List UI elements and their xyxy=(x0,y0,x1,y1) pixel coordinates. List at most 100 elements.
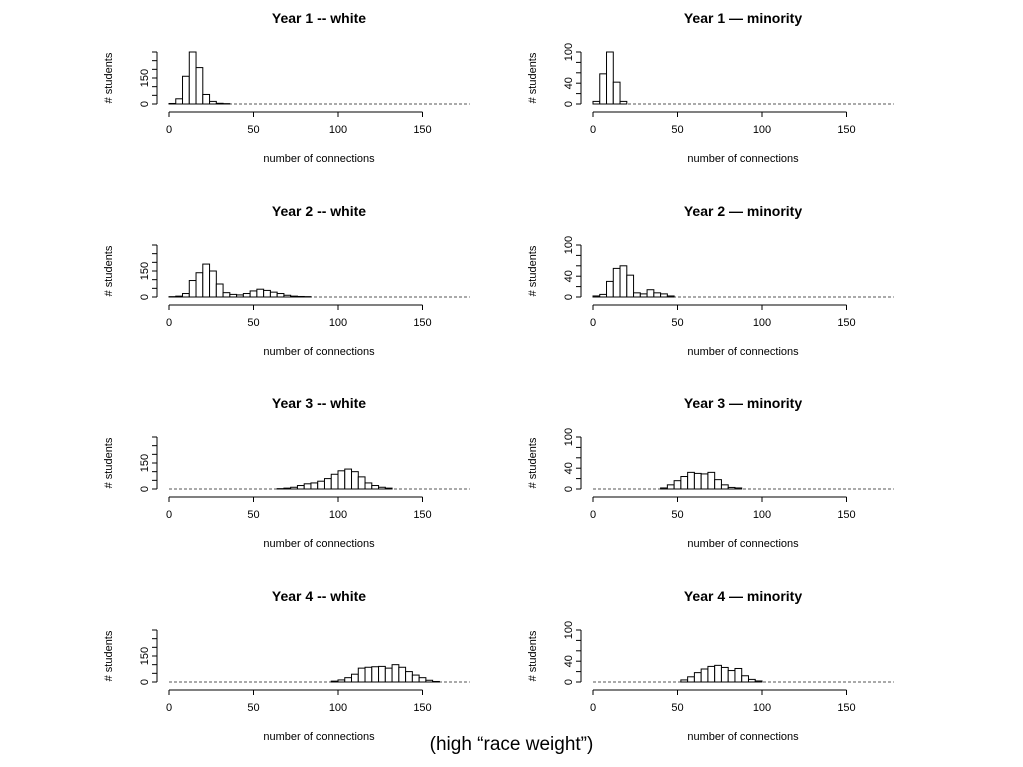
histogram-bar xyxy=(606,51,614,105)
x-axis-label: number of connections xyxy=(687,153,799,165)
histogram-bar xyxy=(660,293,668,298)
histogram-bar xyxy=(707,665,716,683)
histogram-bar xyxy=(700,473,709,490)
x-tick-label: 0 xyxy=(166,702,172,714)
panel-title: Year 4 — minority xyxy=(684,588,802,604)
histogram-bar xyxy=(425,679,434,683)
histogram-bar xyxy=(680,679,689,683)
y-tick-label: 0 xyxy=(563,679,575,685)
histogram-bar xyxy=(639,293,648,298)
histogram-bar xyxy=(693,672,702,683)
histogram-bar xyxy=(222,292,231,298)
histogram-bar xyxy=(599,73,608,105)
y-tick-label: 100 xyxy=(563,621,575,639)
x-tick-label: 150 xyxy=(837,509,855,521)
histogram-bar xyxy=(351,673,359,683)
histogram-bar xyxy=(344,677,353,683)
histogram-bar xyxy=(202,263,211,298)
y-axis-label: # students xyxy=(103,52,115,103)
histogram-bar xyxy=(720,666,729,683)
histogram-bar xyxy=(175,98,184,105)
histogram-bar xyxy=(276,293,285,298)
y-tick-label: 150 xyxy=(139,262,151,280)
histogram-bar xyxy=(680,476,689,490)
x-tick-label: 100 xyxy=(329,702,347,714)
histogram-bar xyxy=(612,81,621,105)
histogram-panel: Year 2 -- white 0 50 100 150 number of connec… xyxy=(103,203,470,358)
x-tick-label: 150 xyxy=(837,317,855,329)
x-tick-label: 50 xyxy=(671,124,683,136)
x-tick-label: 100 xyxy=(753,317,771,329)
y-tick-label: 0 xyxy=(139,679,151,685)
histogram-bar xyxy=(660,487,668,490)
histogram-bar xyxy=(269,291,278,298)
histogram-bar xyxy=(626,274,635,298)
y-tick-label: 100 xyxy=(563,428,575,446)
x-tick-label: 150 xyxy=(837,702,855,714)
x-tick-label: 0 xyxy=(166,317,172,329)
panel-title: Year 2 -- white xyxy=(272,203,366,219)
x-tick-label: 0 xyxy=(590,124,596,136)
x-tick-label: 0 xyxy=(590,317,596,329)
histogram-bar xyxy=(633,292,641,298)
histogram-bar xyxy=(687,471,695,490)
histogram-bar xyxy=(666,295,675,298)
histogram-bar xyxy=(182,293,190,298)
y-axis-label: # students xyxy=(527,245,539,296)
histogram-bar xyxy=(195,272,204,298)
histogram-bar xyxy=(371,485,380,490)
histogram-bar xyxy=(714,664,722,683)
histogram-bar xyxy=(188,280,197,298)
histogram-bar xyxy=(378,486,386,490)
panel-title: Year 2 — minority xyxy=(684,203,802,219)
x-tick-label: 0 xyxy=(166,509,172,521)
histogram-bar xyxy=(391,664,400,683)
histogram-bar xyxy=(727,486,736,490)
histogram-bar xyxy=(242,293,251,298)
panel-title: Year 4 -- white xyxy=(272,588,366,604)
histogram-bar xyxy=(741,675,749,683)
x-tick-label: 150 xyxy=(413,317,431,329)
x-tick-label: 100 xyxy=(753,124,771,136)
histogram-bar xyxy=(364,482,373,490)
histogram-bar xyxy=(330,680,339,683)
histogram-bar xyxy=(418,677,427,683)
histogram-bar xyxy=(249,290,258,298)
histogram-bar xyxy=(168,102,177,105)
y-tick-label: 150 xyxy=(139,647,151,665)
histogram-bar xyxy=(687,676,695,683)
histogram-bar xyxy=(296,485,305,490)
x-tick-label: 50 xyxy=(671,509,683,521)
y-tick-label: 40 xyxy=(563,270,575,282)
histogram-panel: Year 2 — minority 0 50 100 150 number of conn… xyxy=(527,203,894,358)
histogram-bar xyxy=(290,486,298,490)
histogram-bar xyxy=(310,482,319,490)
histogram-bar xyxy=(714,479,722,490)
histogram-bar xyxy=(323,478,332,490)
y-tick-label: 0 xyxy=(563,101,575,107)
y-tick-label: 100 xyxy=(563,236,575,254)
y-axis-label: # students xyxy=(527,52,539,103)
y-tick-label: 40 xyxy=(563,655,575,667)
x-tick-label: 150 xyxy=(413,124,431,136)
histogram-bar xyxy=(754,680,763,683)
histogram-bar xyxy=(188,51,197,105)
histogram-panel: Year 3 — minority 0 50 100 150 number of conn… xyxy=(527,395,894,550)
histogram-bar xyxy=(351,471,359,490)
histogram-bar xyxy=(256,288,265,298)
histogram-panel: Year 4 -- white 0 50 100 150 number of connec… xyxy=(103,588,470,743)
histogram-bar xyxy=(344,468,353,490)
histogram-bar xyxy=(378,665,386,683)
histogram-panel: Year 4 — minority 0 50 100 150 number of conn… xyxy=(527,588,894,743)
histogram-bar xyxy=(592,295,601,298)
panel-title: Year 3 -- white xyxy=(272,395,366,411)
x-tick-label: 50 xyxy=(247,124,259,136)
histogram-bar xyxy=(337,679,346,683)
y-tick-label: 40 xyxy=(563,462,575,474)
y-tick-label: 100 xyxy=(563,43,575,61)
histogram-bar xyxy=(357,476,366,490)
panel-title: Year 1 — minority xyxy=(684,10,802,26)
x-axis-label: number of connections xyxy=(687,731,799,743)
x-tick-label: 50 xyxy=(247,702,259,714)
